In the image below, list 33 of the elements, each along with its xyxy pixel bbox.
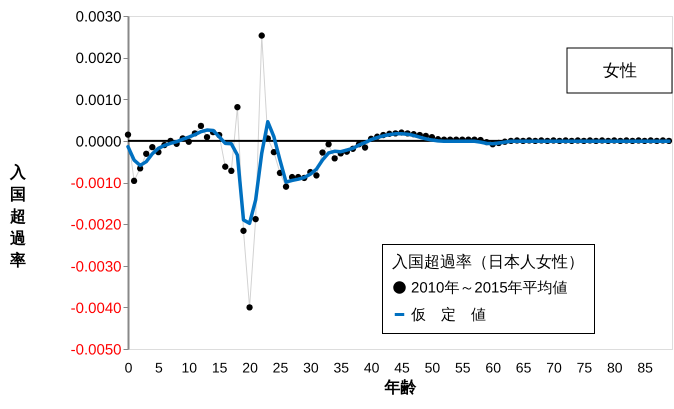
x-tick-label: 45 <box>394 360 410 376</box>
y-tick-label: -0.0010 <box>70 175 122 192</box>
x-tick-label: 30 <box>303 360 319 376</box>
y-tick-label: 0.0020 <box>76 50 122 68</box>
x-axis-title: 年齢 <box>384 378 418 396</box>
legend-label: 2010年～2015年平均値 <box>411 280 568 296</box>
x-tick-label: 80 <box>606 360 623 376</box>
y-tick-label: 0.0030 <box>76 8 122 26</box>
y-tick-label: 0.0000 <box>76 133 122 150</box>
y-axis-title: 入国超過率 <box>9 164 27 270</box>
x-tick-label: 65 <box>516 360 532 376</box>
y-tick-label: -0.0040 <box>70 300 122 317</box>
x-tick-label: 0 <box>124 360 133 376</box>
x-tick-label: 55 <box>455 360 471 376</box>
x-tick-label: 5 <box>154 360 163 376</box>
y-tick-label: -0.0020 <box>70 216 122 234</box>
x-tick-label: 15 <box>212 360 228 376</box>
x-tick-label: 40 <box>364 360 380 376</box>
x-tick-label: 10 <box>181 360 198 376</box>
legend-label: 仮 定 値 <box>410 306 486 324</box>
y-tick-label: 0.0010 <box>76 92 122 109</box>
x-tick-label: 75 <box>576 360 592 376</box>
x-tick-label: 70 <box>546 360 562 376</box>
y-tick-label: -0.0050 <box>70 342 122 358</box>
x-tick-label: 50 <box>424 360 440 376</box>
y-tick-label: -0.0030 <box>70 258 122 276</box>
x-tick-label: 25 <box>272 360 288 376</box>
x-tick-label: 35 <box>333 360 350 376</box>
x-tick-label: 85 <box>637 360 654 376</box>
x-tick-label: 60 <box>485 360 502 376</box>
legend-title: 入国超過率（日本人女性） <box>392 253 584 271</box>
x-tick-label: 20 <box>242 360 258 376</box>
annotation: 女性 <box>603 61 637 80</box>
